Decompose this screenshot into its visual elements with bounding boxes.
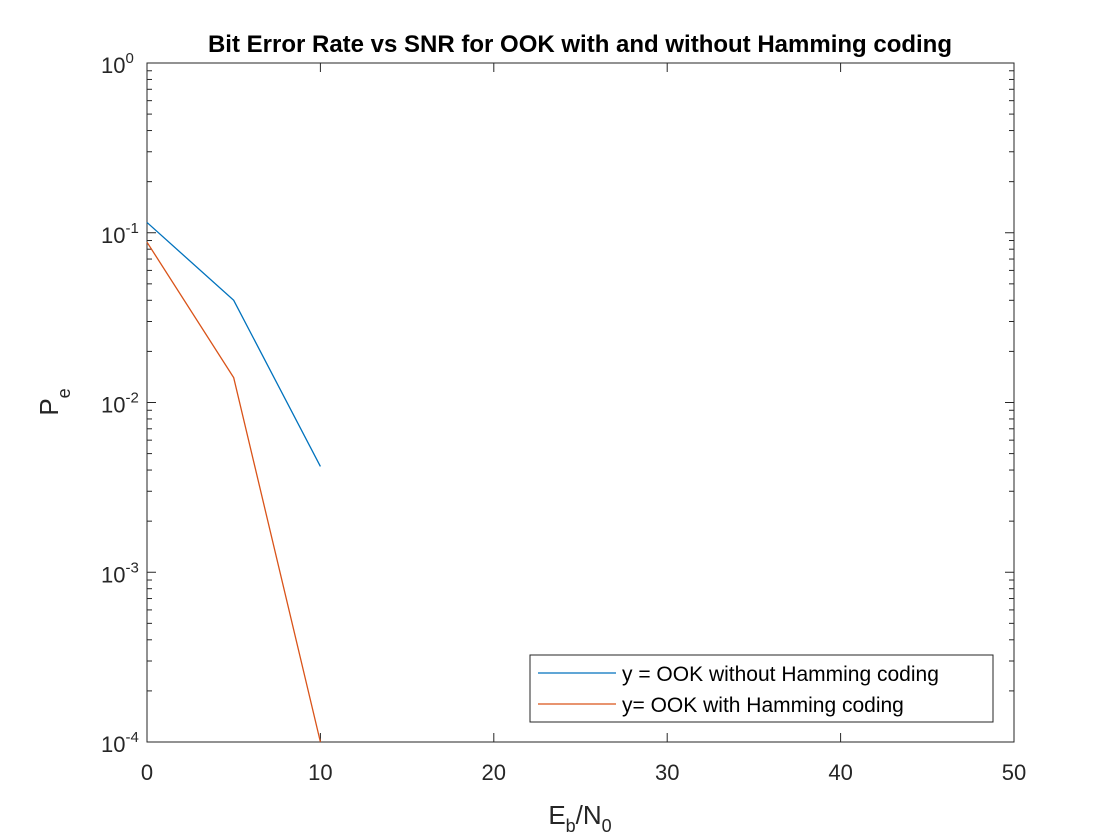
y-tick-label: 100 bbox=[101, 50, 134, 78]
y-axis-label: Pe bbox=[34, 388, 74, 415]
tick-marks bbox=[146, 62, 1015, 743]
x-tick-labels: 0 10 20 30 40 50 bbox=[141, 760, 1026, 785]
legend: y = OOK without Hamming coding y= OOK wi… bbox=[529, 654, 994, 723]
legend-label-with-hamming: y= OOK with Hamming coding bbox=[622, 694, 904, 717]
x-tick-label: 10 bbox=[308, 760, 332, 785]
plot-area-box bbox=[146, 62, 1015, 743]
x-tick-label: 50 bbox=[1002, 760, 1026, 785]
chart-title: Bit Error Rate vs SNR for OOK with and w… bbox=[208, 31, 952, 58]
x-tick-label: 30 bbox=[655, 760, 679, 785]
plot-axes: 0 10 20 30 40 50 100 10-1 10-2 10-3 10-4 bbox=[101, 50, 1026, 785]
legend-box bbox=[529, 654, 994, 723]
series-layer bbox=[146, 221, 322, 743]
series-line-with-hamming bbox=[146, 241, 322, 743]
y-tick-label: 10-2 bbox=[101, 390, 139, 418]
legend-label-without-hamming: y = OOK without Hamming coding bbox=[622, 663, 939, 686]
series-line-without-hamming bbox=[146, 221, 321, 467]
x-tick-label: 20 bbox=[482, 760, 506, 785]
y-tick-label: 10-4 bbox=[101, 729, 139, 757]
x-axis-label: Eb/N0 bbox=[548, 800, 611, 836]
y-tick-label: 10-3 bbox=[101, 559, 139, 587]
x-tick-label: 0 bbox=[141, 760, 153, 785]
y-tick-label: 10-1 bbox=[101, 220, 139, 248]
y-tick-labels: 100 10-1 10-2 10-3 10-4 bbox=[101, 50, 139, 757]
x-tick-label: 40 bbox=[828, 760, 852, 785]
